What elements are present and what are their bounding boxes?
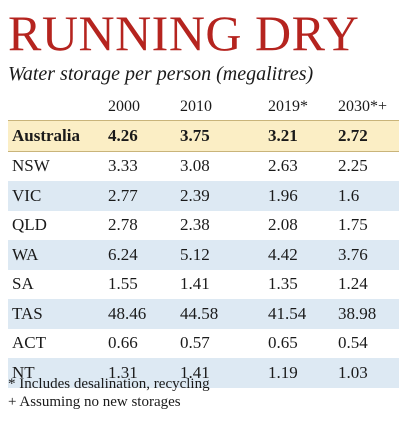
table-cell: 0.66 — [106, 328, 180, 358]
table-cell: 1.19 — [268, 358, 338, 388]
table-cell: 0.57 — [180, 328, 268, 358]
column-header: 2030*+ — [338, 97, 388, 115]
table-cell: 3.76 — [338, 240, 399, 270]
table-cell: 41.54 — [268, 299, 338, 329]
table-cell: 2.77 — [106, 181, 180, 211]
row-label: Australia — [8, 120, 106, 151]
table-cell: 1.96 — [268, 181, 338, 211]
row-label: WA — [8, 240, 106, 270]
table-cell: 2.39 — [180, 181, 268, 211]
table-row: TAS 48.46 44.58 41.54 38.98 — [8, 299, 399, 329]
header-row: 2000 2010 2019* 2030*+ — [8, 93, 399, 121]
table-row: NSW 3.33 3.08 2.63 2.25 — [8, 151, 399, 181]
column-header: 2019* — [268, 97, 308, 115]
row-label: QLD — [8, 210, 106, 240]
table-row: Australia 4.26 3.75 3.21 2.72 — [8, 120, 399, 151]
table-cell: 4.26 — [106, 120, 180, 151]
table-cell: 2.72 — [338, 120, 399, 151]
table-row: SA 1.55 1.41 1.35 1.24 — [8, 269, 399, 299]
table-cell: 3.21 — [268, 120, 338, 151]
table-cell: 1.75 — [338, 210, 399, 240]
table-cell: 2.38 — [180, 210, 268, 240]
table-row: NT 1.31 1.41 1.19 1.03 — [8, 358, 399, 388]
header-blank — [8, 93, 106, 121]
table-row: WA 6.24 5.12 4.42 3.76 — [8, 240, 399, 270]
table-cell: 3.08 — [180, 151, 268, 181]
table-cell: 44.58 — [180, 299, 268, 329]
table-cell: 3.33 — [106, 151, 180, 181]
table-row: ACT 0.66 0.57 0.65 0.54 — [8, 328, 399, 358]
table-cell: 1.41 — [180, 358, 268, 388]
table-cell: 1.03 — [338, 358, 399, 388]
table-row: VIC 2.77 2.39 1.96 1.6 — [8, 181, 399, 211]
table-cell: 3.75 — [180, 120, 268, 151]
table-cell: 0.54 — [338, 328, 399, 358]
table-cell: 1.35 — [268, 269, 338, 299]
table-cell: 5.12 — [180, 240, 268, 270]
column-header: 2010 — [180, 97, 212, 115]
table-cell: 2.25 — [338, 151, 399, 181]
footnote: + Assuming no new storages — [8, 394, 181, 410]
footnote: * Includes desalination, recycling — [8, 376, 210, 392]
row-label: NSW — [8, 151, 106, 181]
footnotes: * Includes desalination, recycling + Ass… — [8, 375, 210, 411]
table-cell: 0.65 — [268, 328, 338, 358]
table-cell: 38.98 — [338, 299, 399, 329]
table-cell: 2.63 — [268, 151, 338, 181]
chart-subtitle: Water storage per person (megalitres) — [8, 63, 314, 85]
table-cell: 1.24 — [338, 269, 399, 299]
row-label: VIC — [8, 181, 106, 211]
table-cell: 6.24 — [106, 240, 180, 270]
row-label: TAS — [8, 299, 106, 329]
table-cell: 1.31 — [106, 358, 180, 388]
table-cell: 4.42 — [268, 240, 338, 270]
table-cell: 1.55 — [106, 269, 180, 299]
table-cell: 48.46 — [106, 299, 180, 329]
row-label: NT — [8, 358, 106, 388]
chart-title: RUNNING DRY — [8, 5, 360, 61]
table-body: Australia 4.26 3.75 3.21 2.72 NSW 3.33 3.08 2.63… — [8, 120, 399, 388]
table-cell: 2.08 — [268, 210, 338, 240]
data-table: 2000 2010 2019* 2030*+ Australia 4.26 3.75… — [8, 93, 399, 388]
column-header: 2000 — [108, 97, 140, 115]
table-cell: 1.41 — [180, 269, 268, 299]
table-cell: 1.6 — [338, 181, 399, 211]
table-cell: 2.78 — [106, 210, 180, 240]
table-row: QLD 2.78 2.38 2.08 1.75 — [8, 210, 399, 240]
row-label: SA — [8, 269, 106, 299]
row-label: ACT — [8, 328, 106, 358]
